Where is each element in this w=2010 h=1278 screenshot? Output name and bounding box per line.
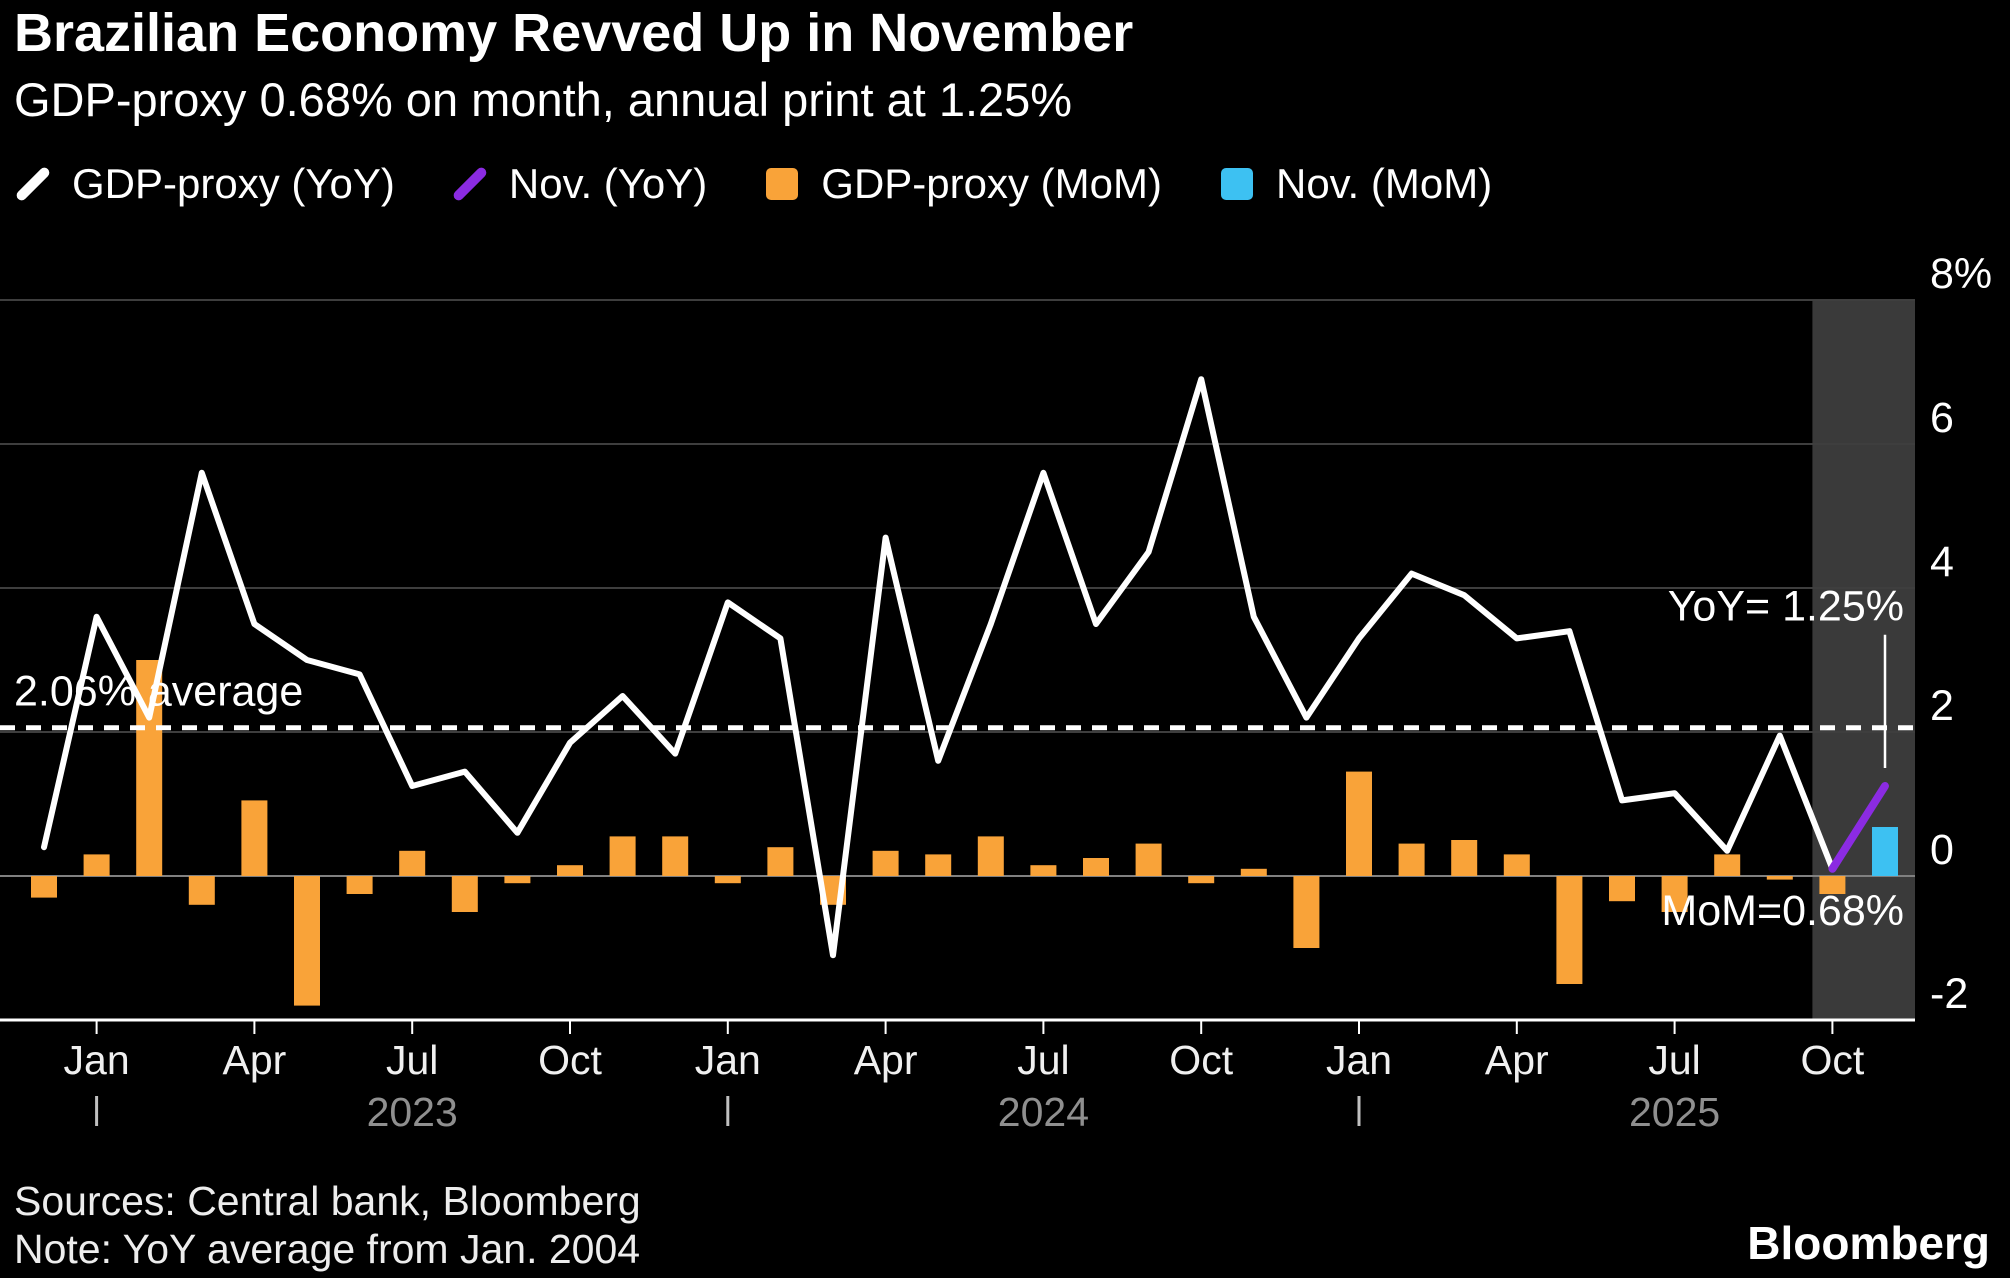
chart-title: Brazilian Economy Revved Up in November bbox=[14, 3, 1134, 63]
mom-bar-1 bbox=[83, 854, 110, 876]
mom-bar-21 bbox=[1135, 843, 1162, 876]
mom-bar-30 bbox=[1609, 876, 1635, 902]
mom-bar-14 bbox=[767, 847, 794, 876]
month-label: Jul bbox=[1648, 1037, 1700, 1083]
month-label: Apr bbox=[854, 1037, 918, 1083]
mom-bar-9 bbox=[504, 876, 531, 884]
mom-bar-31 bbox=[1661, 876, 1688, 912]
mom-bar-8 bbox=[451, 876, 478, 912]
mom-bar-26 bbox=[1398, 843, 1425, 876]
month-label: Apr bbox=[222, 1037, 286, 1083]
month-label: Oct bbox=[1169, 1037, 1233, 1083]
yoy-annotation: YoY= 1.25% bbox=[1668, 582, 1904, 630]
month-label: Jan bbox=[1326, 1037, 1392, 1083]
legend-label-gdp-mom: GDP-proxy (MoM) bbox=[821, 160, 1162, 207]
sources-text: Sources: Central bank, Bloomberg bbox=[14, 1178, 641, 1224]
legend-label-nov-yoy: Nov. (YoY) bbox=[508, 160, 708, 207]
highlight-band bbox=[1812, 300, 1915, 1020]
chart-legend: GDP-proxy (YoY) Nov. (YoY) GDP-proxy (Mo… bbox=[12, 160, 1492, 208]
mom-bar-34 bbox=[1819, 876, 1846, 894]
month-label: Oct bbox=[1801, 1037, 1865, 1083]
mom-annotation: MoM=0.68% bbox=[1661, 887, 1904, 935]
month-label: Jul bbox=[386, 1037, 438, 1083]
mom-bar-28 bbox=[1503, 854, 1530, 876]
mom-bar-32 bbox=[1714, 854, 1741, 876]
legend-item-gdp-mom: GDP-proxy (MoM) bbox=[761, 160, 1162, 208]
mom-bar-19 bbox=[1030, 865, 1057, 876]
mom-bar-0 bbox=[31, 876, 57, 898]
legend-item-nov-yoy: Nov. (YoY) bbox=[449, 160, 707, 208]
note-text: Note: YoY average from Jan. 2004 bbox=[14, 1226, 641, 1272]
purple-line-swatch-icon bbox=[449, 165, 491, 203]
month-label: Jan bbox=[64, 1037, 130, 1083]
mom-bar-22 bbox=[1188, 876, 1215, 884]
blue-square-swatch-icon bbox=[1216, 165, 1258, 203]
nov-mom-bar bbox=[1872, 827, 1898, 876]
bloomberg-logo: Bloomberg bbox=[1747, 1217, 1990, 1269]
month-label: Oct bbox=[538, 1037, 602, 1083]
month-label: Jul bbox=[1017, 1037, 1069, 1083]
year-label: 2025 bbox=[1629, 1089, 1720, 1135]
mom-bar-20 bbox=[1083, 858, 1109, 876]
mom-bar-13 bbox=[714, 876, 741, 884]
legend-label-gdp-yoy: GDP-proxy (YoY) bbox=[72, 160, 395, 207]
mom-bar-18 bbox=[977, 836, 1004, 876]
yoy-line bbox=[41, 376, 1836, 959]
mom-bar-7 bbox=[399, 850, 426, 876]
mom-bar-27 bbox=[1451, 840, 1478, 876]
y-axis-label-4: 4 bbox=[1930, 538, 1954, 586]
mom-bar-11 bbox=[609, 836, 636, 876]
year-label: 2023 bbox=[367, 1089, 458, 1135]
y-axis-label-6: 6 bbox=[1930, 394, 1954, 442]
mom-bar-5 bbox=[294, 876, 320, 1006]
orange-square-swatch-icon bbox=[761, 165, 803, 203]
mom-bar-16 bbox=[872, 850, 899, 876]
mom-bar-10 bbox=[557, 865, 583, 876]
mom-bar-12 bbox=[662, 836, 689, 876]
mom-bar-23 bbox=[1240, 868, 1267, 876]
mom-bar-3 bbox=[188, 876, 215, 905]
legend-item-nov-mom: Nov. (MoM) bbox=[1216, 160, 1492, 208]
mom-bar-24 bbox=[1293, 876, 1320, 948]
mom-bar-29 bbox=[1556, 876, 1583, 984]
mom-bar-6 bbox=[346, 876, 373, 894]
year-label: 2024 bbox=[998, 1089, 1089, 1135]
white-line-swatch-icon bbox=[12, 165, 54, 203]
y-axis-label-0: 0 bbox=[1930, 826, 1954, 874]
mom-bar-17 bbox=[925, 854, 952, 876]
chart-subtitle: GDP-proxy 0.68% on month, annual print a… bbox=[14, 73, 1073, 126]
legend-label-nov-mom: Nov. (MoM) bbox=[1275, 160, 1493, 207]
y-axis-label--2: -2 bbox=[1930, 970, 1968, 1018]
y-axis-label-2: 2 bbox=[1930, 682, 1954, 730]
mom-bar-33 bbox=[1766, 876, 1793, 880]
month-label: Apr bbox=[1485, 1037, 1549, 1083]
nov-yoy-segment bbox=[1828, 782, 1889, 873]
mom-bar-4 bbox=[241, 800, 268, 876]
y-axis-label-8: 8% bbox=[1930, 250, 1992, 298]
legend-item-gdp-yoy: GDP-proxy (YoY) bbox=[12, 160, 395, 208]
month-label: Jan bbox=[695, 1037, 761, 1083]
mom-bar-25 bbox=[1346, 771, 1372, 876]
